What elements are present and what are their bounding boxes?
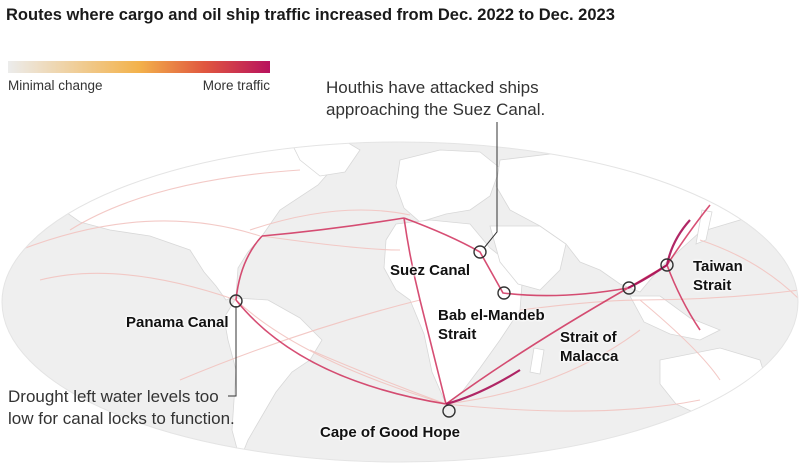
legend-max-label: More traffic [202,78,270,93]
japan [695,209,713,245]
label-bab-el-mandeb: Bab el-Mandeb Strait [438,307,545,343]
label-taiwan-strait: Taiwan Strait [693,258,743,294]
legend-min-label: Minimal change [8,78,103,93]
background-routes [19,169,798,412]
label-cape-of-good-hope: Cape of Good Hope [320,424,460,441]
label-suez-canal: Suez Canal [390,262,471,279]
europe [395,149,501,223]
label-panama-canal: Panama Canal [126,314,229,331]
legend-gradient-bar [8,61,270,73]
greenland [289,142,361,177]
marker-taiwan [660,258,674,272]
marker-malacca [622,281,636,295]
madagascar [529,347,545,375]
leader-lines [228,122,498,397]
suez-annotation: Houthis have attacked ships approaching … [326,78,546,119]
marker-panama [229,294,243,308]
panama-annotation: Drought left water levels too low for ca… [8,387,235,428]
label-strait-of-malacca: Strait of Malacca [560,329,619,365]
chart-title: Routes where cargo and oil ship traffic … [6,6,615,24]
marker-bab-el-mandeb [497,286,511,300]
marker-cape [442,404,456,418]
marker-suez [473,245,487,259]
strongest-routes [445,219,691,406]
south-america [223,297,323,462]
